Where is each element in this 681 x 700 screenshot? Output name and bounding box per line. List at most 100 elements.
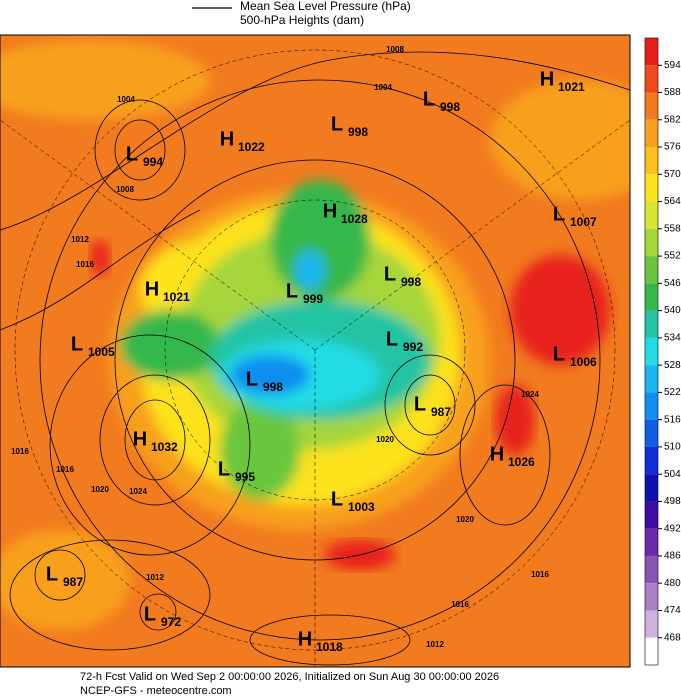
colorbar-swatch	[645, 392, 658, 420]
center-pressure: 987	[431, 405, 451, 419]
contour-label: 1008	[386, 45, 404, 54]
contour-label: 1004	[374, 83, 392, 92]
colorbar-swatch	[645, 256, 658, 284]
colorbar-tick-label: 504	[664, 469, 681, 480]
center-pressure: 995	[235, 470, 255, 484]
center-letter: H	[490, 443, 504, 465]
center-pressure: 1022	[238, 140, 265, 154]
center-letter: L	[414, 393, 426, 415]
center-pressure: 1005	[88, 345, 115, 359]
colorbar-swatch	[645, 201, 658, 229]
contour-label: 1008	[116, 185, 134, 194]
center-pressure: 972	[161, 615, 181, 629]
contour-label: 1016	[531, 570, 549, 579]
colorbar-tick-label: 516	[664, 414, 681, 425]
colorbar-frame	[644, 37, 659, 666]
contour-label: 1016	[11, 447, 29, 456]
colorbar-tick-label: 546	[664, 278, 681, 289]
center-letter: L	[246, 368, 258, 390]
center-letter: L	[386, 328, 398, 350]
center-letter: L	[286, 280, 298, 302]
center-letter: L	[331, 113, 343, 135]
center-letter: L	[71, 333, 83, 355]
colorbar-swatch	[645, 419, 658, 447]
colorbar-tick-label: 588	[664, 87, 681, 98]
colorbar-swatch	[645, 174, 658, 202]
colorbar-tick-label: 558	[664, 223, 681, 234]
contour-label: 1004	[117, 95, 135, 104]
center-pressure: 999	[303, 292, 323, 306]
center-letter: L	[423, 88, 435, 110]
colorbar-swatch	[645, 637, 658, 665]
contour-label: 1012	[71, 235, 89, 244]
colorbar-tick-label: 570	[664, 169, 681, 180]
colorbar-tick-label: 468	[664, 632, 681, 643]
center-letter: L	[218, 458, 230, 480]
colorbar-tick-label: 480	[664, 578, 681, 589]
center-letter: L	[553, 203, 565, 225]
center-pressure: 994	[143, 155, 163, 169]
center-letter: L	[553, 343, 565, 365]
colorbar-swatch	[645, 446, 658, 475]
center-letter: H	[323, 200, 337, 222]
center-pressure: 1006	[570, 355, 597, 369]
contour-label: 1016	[56, 465, 74, 474]
colorbar-swatch	[645, 474, 658, 502]
map-field: H 1021 L 998 L 998 H 1022 L 994 H 1028 L 1007 H 1021 L 99…	[0, 35, 630, 667]
colorbar-swatch	[645, 528, 658, 556]
colorbar-swatch	[645, 310, 658, 338]
center-pressure: 1003	[348, 500, 375, 514]
colorbar-tick-label: 510	[664, 442, 681, 453]
legend-label: 500-hPa Heights (dam)	[240, 13, 364, 27]
center-pressure: 992	[403, 340, 423, 354]
colorbar-tick-label: 594	[664, 60, 681, 71]
colorbar-tick-label: 522	[664, 387, 681, 398]
center-pressure: 1032	[151, 440, 178, 454]
center-letter: H	[220, 128, 234, 150]
contour-label: 1012	[426, 640, 444, 649]
colorbar-swatch	[645, 610, 658, 638]
colorbar-tick-label: 552	[664, 251, 681, 262]
colorbar-tick-label: 534	[664, 333, 681, 344]
contour-label: 1012	[146, 573, 164, 582]
center-pressure: 998	[440, 100, 460, 114]
center-pressure: 1018	[316, 640, 343, 654]
map-frame	[0, 34, 631, 668]
colorbar-swatch	[645, 501, 658, 529]
colorbar-tick-label: 492	[664, 523, 681, 534]
colorbar-swatch	[645, 147, 658, 175]
contour-label: 1020	[376, 435, 394, 444]
center-letter: L	[331, 488, 343, 510]
colorbar-tick-label: 474	[664, 605, 681, 616]
colorbar-tick-label: 486	[664, 551, 681, 562]
colorbar-swatch	[645, 365, 658, 393]
footer-line: NCEP-GFS - meteocentre.com	[80, 685, 232, 697]
footer-line: 72-h Fcst Valid on Wed Sep 2 00:00:00 20…	[80, 671, 499, 683]
center-pressure: 1021	[558, 80, 585, 94]
colorbar-swatch	[645, 555, 658, 584]
center-letter: L	[126, 143, 138, 165]
colorbar-tick-label: 576	[664, 142, 681, 153]
center-letter: L	[384, 263, 396, 285]
center-pressure: 1028	[341, 212, 368, 226]
center-pressure: 998	[263, 380, 283, 394]
center-pressure: 998	[348, 125, 368, 139]
center-letter: H	[298, 628, 312, 650]
colorbar-swatch	[645, 283, 658, 311]
colorbar-swatch	[645, 337, 658, 366]
contour-label: 1016	[76, 260, 94, 269]
colorbar-tick-label: 582	[664, 114, 681, 125]
colorbar-swatch	[645, 228, 658, 257]
center-letter: H	[540, 68, 554, 90]
center-pressure: 1007	[570, 215, 597, 229]
colorbar-swatch	[645, 583, 658, 611]
center-letter: H	[133, 428, 147, 450]
contour-label: 1024	[521, 390, 539, 399]
contour-label: 1016	[451, 600, 469, 609]
center-pressure: 987	[63, 575, 83, 589]
center-pressure: 1026	[508, 455, 535, 469]
colorbar-tick-label: 564	[664, 196, 681, 207]
contour-label: 1024	[129, 487, 147, 496]
colorbar-swatch	[645, 38, 658, 66]
